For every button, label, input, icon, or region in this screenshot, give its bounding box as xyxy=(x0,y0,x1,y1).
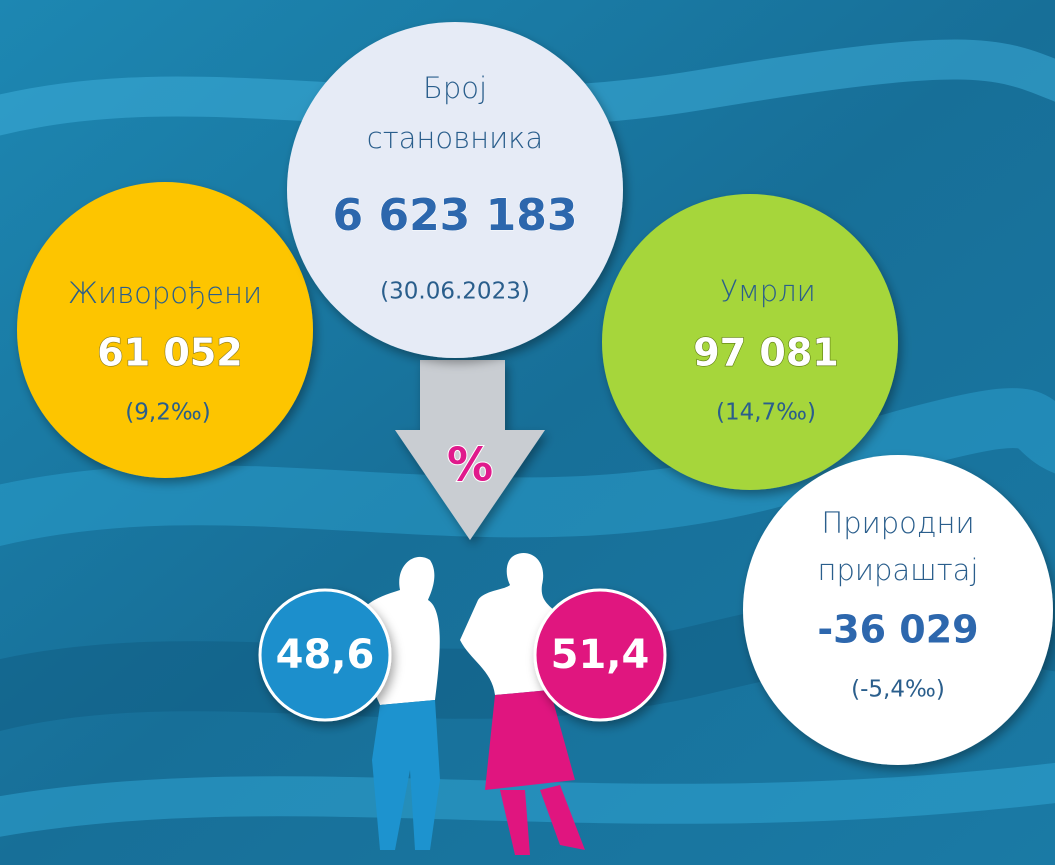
births-label: Живорођени xyxy=(68,276,262,310)
deaths-label: Умрли xyxy=(720,274,816,308)
population-title: становника xyxy=(367,121,543,155)
infographic: % 48,6 51,4 Број становника 6 623 183 (3… xyxy=(0,0,1055,865)
population-title: Број xyxy=(423,71,487,105)
deaths-rate: (14,7‰) xyxy=(716,400,816,426)
percent-symbol: % xyxy=(447,438,493,492)
population-value: 6 623 183 xyxy=(333,190,578,241)
increase-value: -36 029 xyxy=(817,608,978,652)
increase-rate: (-5,4‰) xyxy=(851,677,945,703)
female-share: 51,4 xyxy=(551,632,650,678)
increase-label: прираштај xyxy=(818,553,979,587)
deaths-value: 97 081 xyxy=(693,331,838,375)
births-rate: (9,2‰) xyxy=(125,400,210,426)
male-share: 48,6 xyxy=(276,632,375,678)
increase-label: Природни xyxy=(821,506,974,540)
births-value: 61 052 xyxy=(97,331,242,375)
population-date: (30.06.2023) xyxy=(380,279,530,305)
